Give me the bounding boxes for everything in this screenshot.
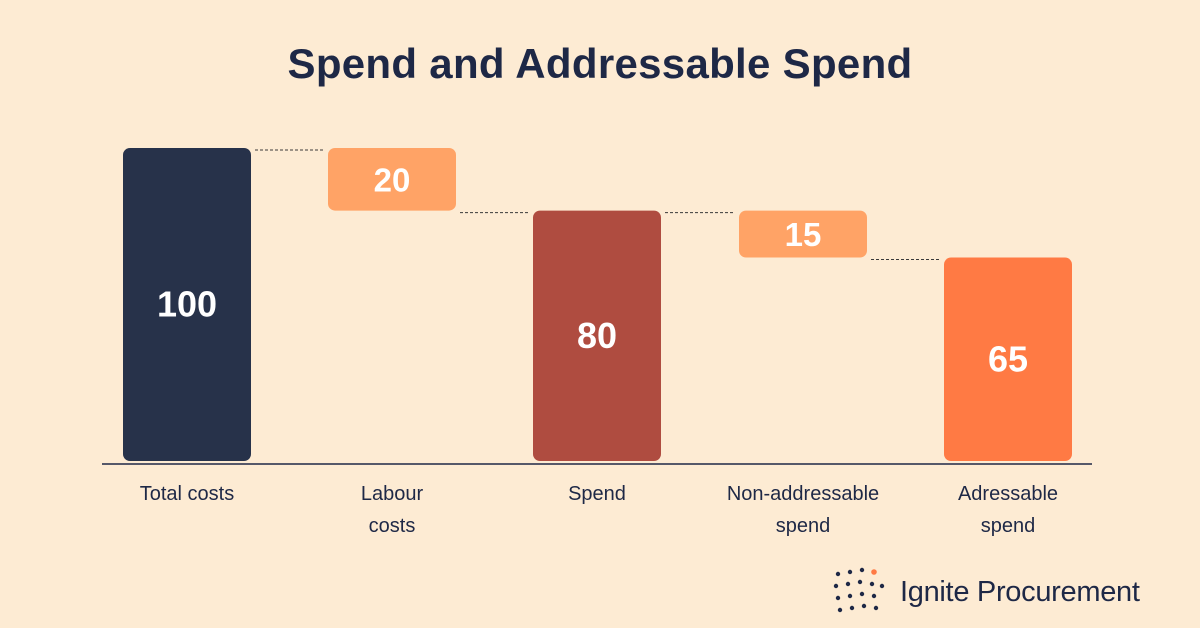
bars-group: [123, 148, 1072, 461]
category-labels: Total costs Labour costs Spend Non-addressab…: [140, 483, 1058, 537]
bar-value-labels: 100 20 80 15 65: [157, 161, 1028, 379]
category-label: spend: [981, 515, 1036, 537]
brand-name: Ignite Procurement: [900, 575, 1140, 608]
bar-value-label: 80: [577, 315, 617, 356]
bar-value-label: 100: [157, 284, 217, 325]
bar-value-label: 65: [988, 338, 1028, 379]
category-label: spend: [776, 515, 831, 537]
category-label: Adressable: [958, 483, 1058, 505]
bar-total-costs: [123, 148, 251, 461]
category-label: Non-addressable: [727, 483, 879, 505]
bar-labour-costs: [328, 148, 456, 211]
category-label: Labour: [361, 483, 424, 505]
category-label: Spend: [568, 483, 626, 505]
chart-title: Spend and Addressable Spend: [287, 40, 913, 87]
connector-lines: [255, 149, 940, 261]
category-label: costs: [369, 515, 416, 537]
bar-non-addressable-spend: [739, 210, 867, 258]
brand-logo: Ignite Procurement: [832, 566, 1140, 618]
bar-spend: [533, 210, 661, 461]
category-label: Total costs: [140, 483, 234, 505]
bar-value-label: 20: [374, 161, 411, 198]
bar-value-label: 15: [785, 216, 822, 253]
ignite-dots-icon: [833, 567, 885, 613]
bar-adressable-spend: [944, 257, 1072, 461]
